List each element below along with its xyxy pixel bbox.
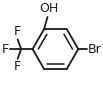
- Text: F: F: [14, 25, 21, 38]
- Text: F: F: [1, 43, 8, 56]
- Text: OH: OH: [39, 2, 58, 15]
- Text: Br: Br: [87, 43, 101, 56]
- Text: F: F: [14, 60, 21, 73]
